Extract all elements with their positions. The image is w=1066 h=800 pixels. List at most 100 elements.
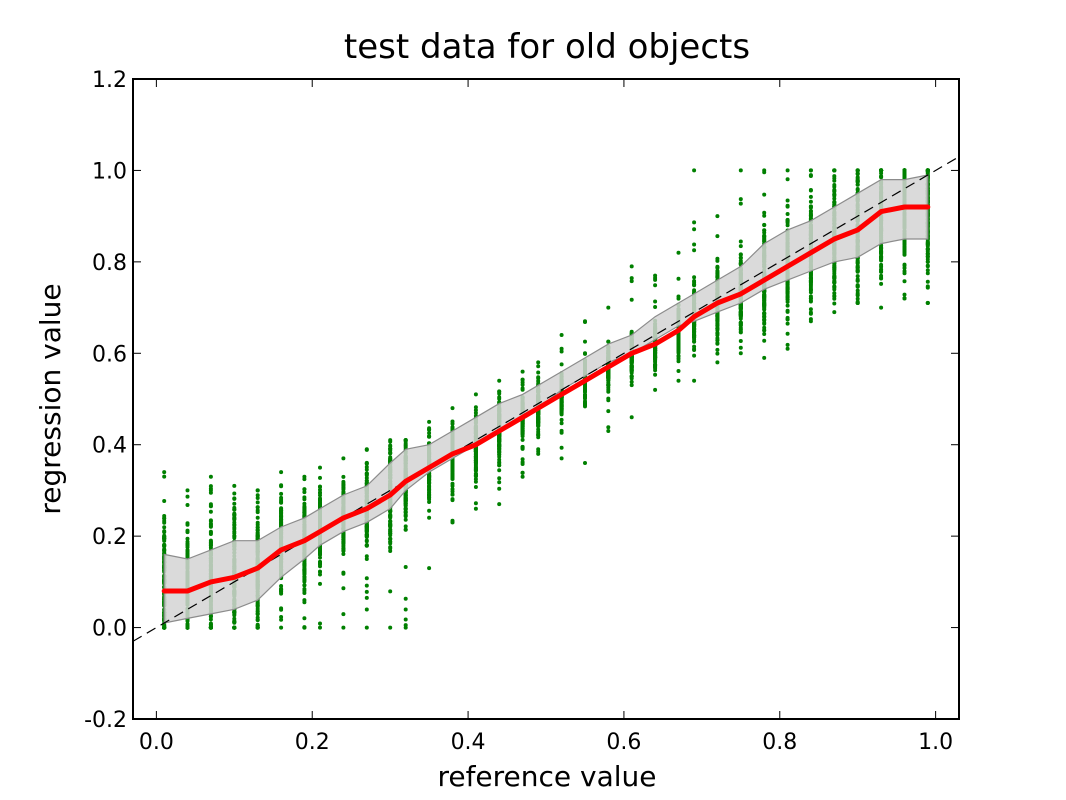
scatter-point: [762, 222, 767, 227]
scatter-point: [302, 583, 307, 588]
scatter-point: [185, 536, 190, 541]
scatter-point: [427, 484, 432, 489]
scatter-point: [653, 360, 658, 364]
scatter-point: [232, 616, 237, 621]
scatter-point: [364, 538, 369, 543]
scatter-point: [808, 174, 813, 178]
scatter-point: [520, 446, 525, 451]
scatter-point: [808, 211, 813, 216]
scatter-point: [341, 490, 346, 494]
scatter-point: [832, 285, 837, 290]
scatter-point: [715, 360, 720, 365]
scatter-point: [606, 375, 611, 380]
scatter-point: [832, 183, 837, 187]
scatter-point: [738, 239, 743, 244]
scatter-point: [403, 513, 408, 518]
scatter-point: [583, 383, 587, 388]
scatter-point: [427, 419, 432, 424]
scatter-point: [738, 330, 743, 335]
scatter-point: [536, 364, 541, 369]
scatter-point: [388, 514, 393, 519]
scatter-point: [583, 339, 587, 344]
scatter-point: [364, 525, 369, 530]
scatter-point: [520, 387, 525, 392]
scatter-point: [403, 527, 408, 532]
scatter-point: [808, 294, 813, 299]
scatter-point: [497, 452, 502, 457]
scatter-point: [403, 596, 408, 601]
scatter-point: [208, 490, 213, 495]
scatter-point: [232, 511, 237, 516]
scatter-point: [629, 415, 634, 420]
scatter-point: [427, 478, 432, 483]
scatter-point: [536, 427, 541, 432]
scatter-point: [738, 201, 743, 206]
scatter-point: [583, 461, 587, 465]
scatter-point: [583, 387, 587, 392]
scatter-point: [629, 297, 634, 302]
scatter-point: [162, 536, 167, 541]
scatter-point: [279, 518, 284, 523]
scatter-point: [808, 285, 813, 289]
scatter-point: [450, 425, 455, 430]
scatter-point: [715, 326, 720, 331]
scatter-point: [473, 506, 478, 511]
scatter-point: [318, 465, 322, 470]
scatter-point: [785, 177, 790, 182]
scatter-point: [520, 437, 525, 442]
scatter-point: [559, 346, 564, 351]
scatter-point: [232, 507, 237, 512]
scatter-point: [450, 421, 455, 426]
scatter-point: [715, 274, 720, 279]
scatter-point: [762, 170, 767, 175]
scatter-point: [715, 264, 720, 269]
scatter-point: [232, 491, 237, 496]
scatter-point: [738, 303, 743, 308]
scatter-point: [520, 377, 525, 382]
scatter-point: [653, 368, 658, 373]
scatter-point: [497, 486, 502, 491]
scatter-point: [364, 543, 369, 548]
scatter-point: [808, 299, 813, 304]
scatter-point: [403, 506, 408, 511]
scatter-point: [302, 562, 307, 567]
scatter-point: [738, 252, 743, 257]
scatter-point: [403, 517, 408, 522]
scatter-point: [715, 351, 720, 356]
scatter-point: [559, 362, 564, 367]
scatter-point: [255, 525, 260, 530]
scatter-point: [653, 346, 658, 351]
scatter-point: [520, 369, 525, 374]
scatter-point: [473, 465, 478, 470]
scatter-point: [653, 363, 658, 368]
scatter-point: [450, 520, 455, 525]
scatter-point: [279, 625, 284, 630]
scatter-point: [388, 439, 393, 444]
scatter-point: [715, 347, 720, 352]
scatter-point: [832, 192, 837, 197]
scatter-point: [427, 508, 432, 513]
scatter-point: [185, 521, 190, 526]
scatter-point: [279, 615, 284, 619]
scatter-point: [785, 346, 790, 351]
scatter-point: [279, 484, 284, 489]
scatter-point: [427, 434, 432, 438]
scatter-point: [606, 409, 611, 414]
scatter-point: [302, 616, 307, 621]
scatter-point: [520, 431, 525, 436]
scatter-point: [388, 549, 393, 553]
scatter-point: [808, 307, 813, 312]
scatter-point: [255, 515, 260, 520]
scatter-point: [762, 355, 767, 360]
scatter-point: [692, 227, 697, 232]
scatter-point: [388, 524, 393, 529]
scatter-point: [715, 234, 720, 239]
scatter-point: [785, 212, 790, 216]
scatter-point: [302, 501, 307, 506]
scatter-point: [762, 307, 767, 312]
scatter-point: [473, 454, 478, 459]
scatter-point: [255, 505, 260, 510]
scatter-point: [341, 552, 346, 556]
scatter-point: [738, 312, 743, 317]
plot-area: [133, 156, 959, 642]
